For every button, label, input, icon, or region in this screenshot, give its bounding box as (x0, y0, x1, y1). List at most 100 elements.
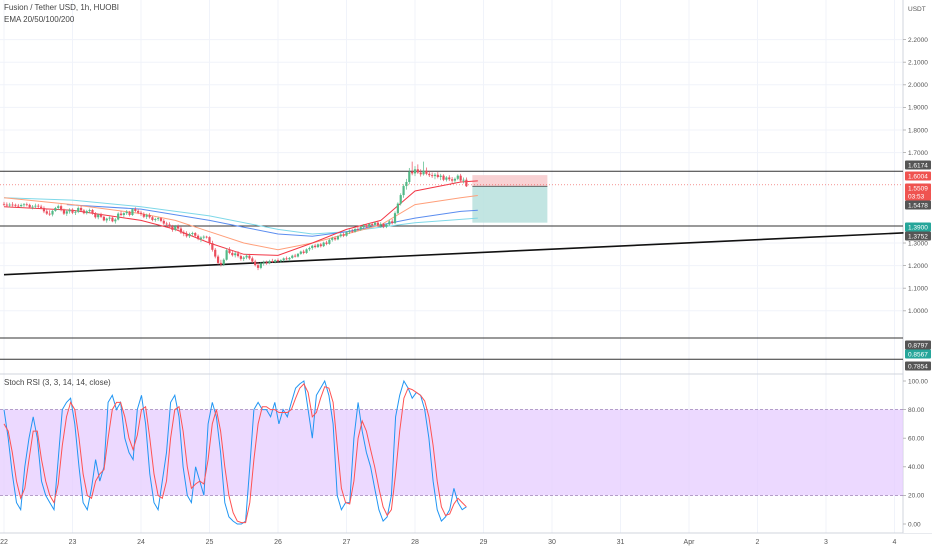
candle (142, 212, 145, 219)
candle (448, 175, 451, 182)
candle (196, 234, 200, 241)
candle (148, 213, 151, 219)
candle-body (11, 204, 14, 206)
candle (345, 231, 348, 237)
candle (376, 220, 379, 227)
candle-body (137, 210, 140, 213)
candle (85, 209, 88, 215)
candle (365, 224, 368, 229)
candle (231, 250, 234, 257)
candle (122, 212, 125, 218)
candle (445, 176, 448, 182)
candle-body (393, 213, 397, 224)
candle (348, 229, 351, 234)
candle (302, 249, 305, 255)
candle (114, 218, 117, 224)
candle (288, 257, 291, 262)
candle-body (25, 204, 28, 206)
candle (248, 253, 251, 260)
candle-body (196, 235, 200, 239)
candle (328, 238, 331, 245)
candle (74, 210, 77, 215)
price-tick-label: 2.1000 (908, 60, 928, 67)
candle (285, 256, 288, 261)
candle (71, 208, 74, 215)
candle (31, 205, 34, 210)
candle (436, 172, 439, 179)
candle-body (294, 255, 297, 257)
price-tag: 1.5509 (905, 183, 931, 193)
price-tag: 0.8567 (905, 349, 931, 359)
currency-label: USDT (908, 6, 926, 13)
candle (222, 258, 225, 267)
candle (68, 208, 71, 214)
candle (256, 262, 260, 271)
candle-body (405, 181, 408, 187)
rsi-tick-label: 100.00 (908, 378, 928, 385)
candle (325, 240, 328, 246)
price-tag-bg (905, 222, 931, 232)
candle-body (5, 204, 8, 206)
candle (368, 223, 371, 228)
candle-body (291, 255, 294, 258)
candle (428, 171, 431, 178)
stoch-rsi-legend[interactable]: Stoch RSI (3, 3, 14, 14, close) (4, 378, 111, 387)
candle-body (114, 219, 117, 222)
price-tag-label: 1.5509 (908, 185, 928, 192)
rsi-tick-label: 80.00 (908, 407, 925, 414)
candle-body (28, 204, 31, 208)
candle-body (328, 239, 331, 244)
candle-body (274, 260, 277, 262)
candle (168, 222, 171, 229)
price-axis[interactable]: USDT 2.2000 2.1000 2.0000 1.9000 1.8000 1.7000… (903, 0, 932, 533)
candle-body (316, 244, 320, 248)
candle-body (388, 221, 391, 225)
candle-body (428, 173, 431, 176)
candle (165, 221, 168, 227)
candle-body (34, 205, 37, 207)
candle-body (79, 207, 83, 211)
candle-body (259, 263, 262, 268)
drawing-overlay[interactable] (0, 170, 929, 360)
candle-body (119, 213, 123, 215)
candle (225, 248, 228, 261)
candle-body (342, 234, 345, 236)
rsi-tick-label: 60.00 (908, 436, 925, 443)
candle (431, 172, 434, 178)
candle (459, 173, 462, 182)
candle-body (188, 233, 191, 237)
trendline[interactable] (3, 230, 929, 276)
candle (102, 215, 105, 222)
candle (20, 203, 23, 208)
candle-body (436, 174, 439, 178)
candle-body (348, 230, 351, 233)
candle-body (325, 242, 328, 244)
candle (82, 209, 86, 215)
candle (276, 258, 280, 263)
candle-body (425, 170, 428, 174)
candle-body (65, 211, 68, 214)
position-stop-zone[interactable] (472, 175, 548, 187)
price-tag-bg (905, 171, 931, 181)
candle (88, 208, 91, 214)
candle (391, 219, 394, 225)
candle-body (285, 258, 288, 260)
candle (62, 208, 66, 215)
candle-body (408, 171, 411, 182)
candle (54, 206, 57, 212)
candle (145, 213, 148, 220)
time-axis[interactable]: 22 23 24 25 26 27 28 29 30 31 Apr 2 3 4 (0, 539, 896, 546)
ema-legend[interactable]: EMA 20/50/100/200 (4, 15, 75, 24)
price-tag-bg (905, 340, 931, 350)
position-target-zone[interactable] (472, 186, 548, 223)
candle-body (8, 204, 11, 206)
price-tag-label: 1.3900 (908, 224, 928, 231)
candle (379, 222, 382, 228)
ema200-line (3, 197, 478, 235)
price-tag-bg (905, 160, 931, 170)
candle (37, 203, 40, 208)
candle-body (59, 206, 63, 211)
price-tick-label: 1.3000 (908, 240, 928, 247)
candle-body (51, 210, 54, 215)
candles (2, 161, 468, 271)
